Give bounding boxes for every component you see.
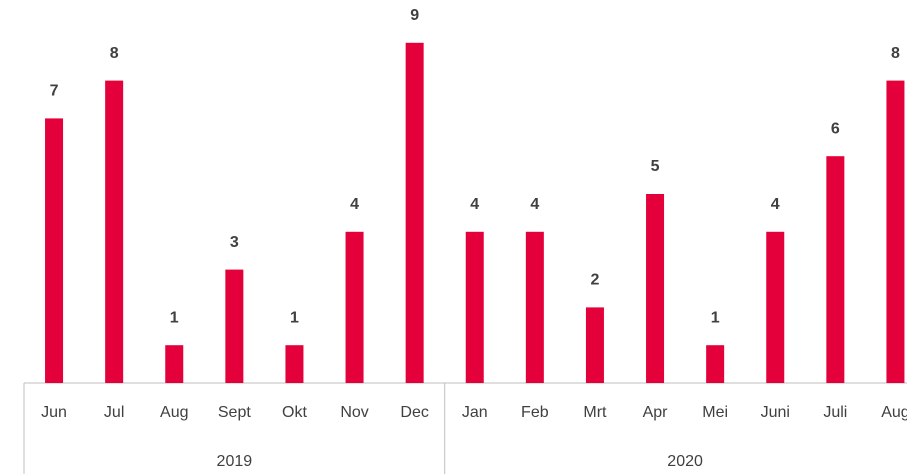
bar bbox=[886, 80, 905, 383]
x-tick-label: Jun bbox=[41, 404, 67, 421]
bar bbox=[165, 345, 184, 383]
x-tick-label: Okt bbox=[282, 404, 307, 421]
bar bbox=[766, 231, 785, 383]
x-tick-label: Jul bbox=[104, 404, 124, 421]
bar bbox=[405, 42, 424, 384]
x-tick-label: Jan bbox=[462, 404, 488, 421]
group-label: 2019 bbox=[217, 453, 253, 470]
x-tick-label: Mei bbox=[702, 404, 728, 421]
bar bbox=[285, 345, 304, 383]
value-label: 3 bbox=[230, 234, 239, 251]
value-label: 2 bbox=[590, 272, 599, 289]
bar bbox=[345, 231, 364, 383]
value-label: 4 bbox=[350, 196, 359, 213]
bar bbox=[585, 307, 604, 383]
x-tick-label: Aug bbox=[881, 404, 907, 421]
value-label: 4 bbox=[771, 196, 780, 213]
value-label: 4 bbox=[530, 196, 539, 213]
x-tick-label: Mrt bbox=[583, 404, 607, 421]
value-label: 9 bbox=[410, 7, 419, 24]
bar bbox=[525, 231, 544, 383]
bar bbox=[465, 231, 484, 383]
value-label: 6 bbox=[831, 120, 840, 137]
value-label: 7 bbox=[50, 83, 59, 100]
bar bbox=[45, 118, 64, 384]
x-tick-label: Juni bbox=[761, 404, 790, 421]
x-tick-label: Juli bbox=[823, 404, 847, 421]
bar bbox=[646, 194, 665, 383]
value-label: 1 bbox=[711, 309, 720, 326]
x-tick-label: Sept bbox=[218, 404, 251, 421]
value-label: 5 bbox=[651, 158, 660, 175]
bar bbox=[105, 80, 124, 383]
x-tick-label: Dec bbox=[400, 404, 428, 421]
group-label: 2020 bbox=[667, 453, 703, 470]
value-label: 1 bbox=[170, 309, 179, 326]
bar bbox=[225, 269, 244, 383]
value-label: 1 bbox=[290, 309, 299, 326]
x-tick-label: Aug bbox=[160, 404, 188, 421]
x-tick-label: Nov bbox=[340, 404, 368, 421]
value-label: 8 bbox=[891, 45, 900, 62]
bar bbox=[706, 345, 725, 383]
x-tick-label: Apr bbox=[643, 404, 669, 421]
x-tick-label: Feb bbox=[521, 404, 549, 421]
value-label: 4 bbox=[470, 196, 479, 213]
value-label: 8 bbox=[110, 45, 119, 62]
bar bbox=[826, 156, 845, 383]
